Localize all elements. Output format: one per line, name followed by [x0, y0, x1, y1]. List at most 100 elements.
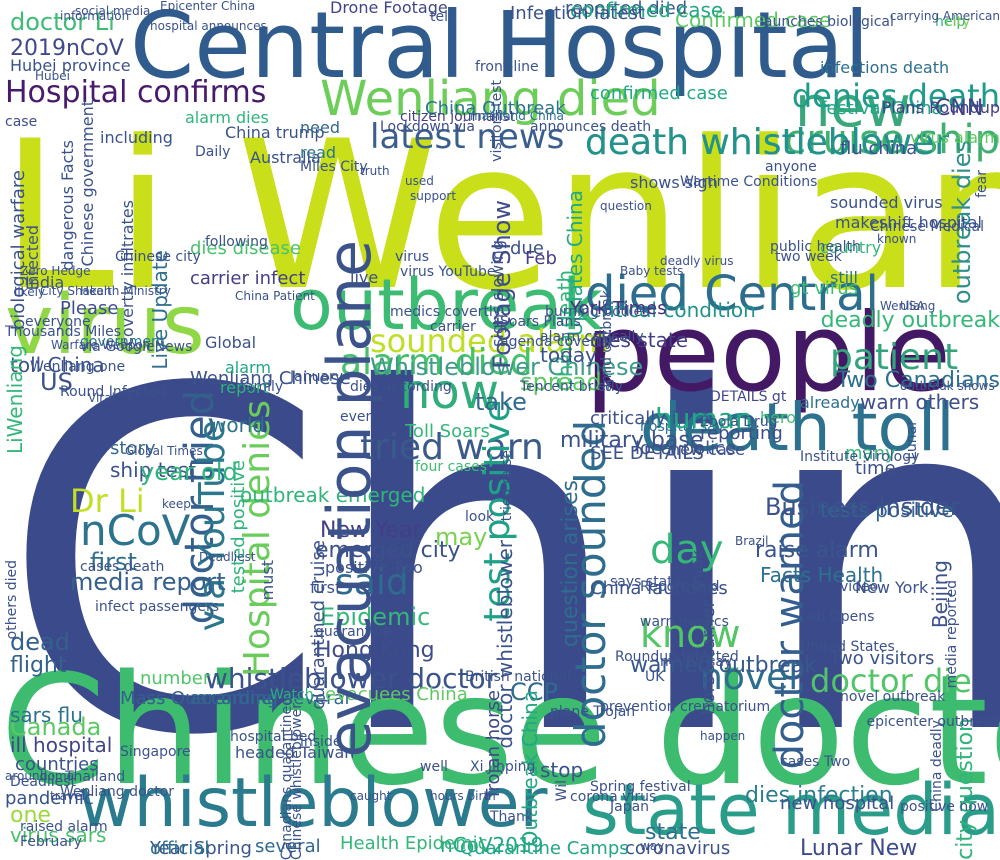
word-following: following: [205, 234, 268, 250]
word-tests-positive: tests positive: [820, 498, 954, 522]
word-whistleblower-doctor: whistleblower doctor: [205, 662, 498, 695]
word-york-times: York Times: [570, 298, 667, 319]
word-japan: Japan: [610, 799, 650, 815]
word-may: may: [435, 523, 488, 551]
word-critical-condition: critical condition: [590, 298, 756, 322]
word-sounded-alarm: sounded alarm: [370, 322, 610, 360]
word-latest-news: latest news: [370, 117, 565, 157]
word-tested-positive: tested positive: [228, 460, 249, 594]
word-known: known: [877, 232, 917, 246]
word-around: around: [5, 769, 48, 783]
word-new-year: New Year: [320, 518, 422, 543]
word-stop: stop: [540, 758, 584, 782]
word-whistleblower: whistleblower: [78, 764, 548, 843]
word-anyone: anyone: [765, 159, 817, 175]
word-inside: inside: [300, 734, 342, 750]
word-others-died: others died: [4, 560, 20, 640]
word-spread: spread: [520, 368, 602, 396]
word-story: story: [110, 438, 156, 459]
word-alarm-critically: alarm critically: [540, 329, 644, 345]
word-evacuees-china: evacuees China: [325, 684, 468, 705]
word-brazil: Brazil: [735, 534, 769, 548]
word-happen: happen: [700, 729, 746, 743]
word-including: including: [100, 128, 173, 147]
word-agenda-covertly: agenda covertly: [500, 334, 614, 350]
word-well: well: [420, 759, 448, 775]
word-many: many: [845, 443, 896, 464]
word-epicenter-outbreak: epicenter outbreak: [866, 714, 1000, 730]
word-sounded-virus: sounded virus: [830, 193, 943, 212]
word-warn-others: warn others: [860, 390, 980, 414]
word-confirmed-case: confirmed case: [590, 83, 728, 104]
word-wenliang-died: Wenliang died: [320, 71, 661, 127]
word-dead: dead: [10, 628, 70, 656]
word-cases-two: cases Two: [780, 754, 851, 770]
word-burning-bodies: burning bodies: [545, 304, 650, 320]
word-take: take: [475, 388, 527, 416]
word-outbreak: outbreak: [290, 264, 603, 346]
word-crematorium: crematorium: [680, 699, 771, 715]
word-uk: UK: [645, 669, 665, 685]
word-round-infected: Round Infected: [60, 384, 166, 400]
word-medics-covertly: medics covertly: [390, 304, 502, 320]
word-thousands-miles: Thousands Miles: [5, 324, 122, 340]
word-deadly-outbreak: deadly outbreak: [820, 308, 1000, 333]
word-shows-sign: shows sign: [630, 173, 718, 192]
word-warned-outbreak: warned outbreak: [630, 653, 817, 678]
word-several: several: [255, 836, 321, 857]
word-information: information: [60, 9, 130, 23]
word-state-media: state media: [582, 769, 1000, 851]
word-used: used: [405, 174, 434, 188]
word-february: February: [20, 834, 83, 850]
word-central-hospital: Central Hospital: [130, 0, 870, 99]
word-new-york: New York: [855, 578, 929, 597]
word-hubei: Hubei: [35, 69, 70, 83]
word-china-outbreak: China Outbreak: [425, 98, 566, 119]
word-reported-died: reported died: [565, 0, 688, 19]
word-announces-death: announces death: [530, 119, 652, 135]
word-zero-hedge: Zero Hedge: [20, 264, 91, 278]
word-positive-now: positive now: [900, 799, 989, 815]
word-died-central: died Central: [585, 266, 879, 322]
word-infections-death: infections death: [820, 58, 950, 77]
word-festival-china: festival China: [820, 98, 943, 119]
word-question: question: [600, 199, 652, 213]
word-epicenter-china: Epicenter China: [160, 0, 256, 13]
word-quarantine: quarantine: [315, 624, 392, 640]
word-media-say: media say: [660, 654, 733, 670]
word-likely: likely: [14, 285, 46, 299]
word-deadly-virus: deadly virus: [660, 254, 734, 268]
word-wenliang: Wenliang: [880, 299, 936, 313]
word-visitors-test: visitors test: [489, 80, 505, 162]
word-us: US: [40, 368, 73, 396]
word-mass-quarantine: Mass Quarantine: [120, 688, 273, 709]
word-spring-festival: Spring festival: [590, 779, 691, 795]
word-official: official: [150, 838, 210, 859]
word-tell: tell: [430, 9, 452, 25]
word-infect-passengers: infect passengers: [95, 599, 220, 615]
word-tried-warn: tried warn: [360, 427, 544, 468]
word-first: first: [90, 548, 137, 576]
word-hero: hero: [760, 408, 796, 427]
word-liwenliang: LiWenliang: [3, 345, 27, 455]
word-prevention: prevention: [600, 699, 676, 715]
word-ill-hospital: ill hospital: [10, 733, 113, 757]
word-outbreak-emerged: outbreak emerged: [240, 483, 426, 507]
word-alarm-dies: alarm dies: [185, 108, 269, 127]
word-january: January: [290, 369, 344, 385]
word-launches-biological: launches biological: [760, 14, 894, 30]
word-thailand: Thailand: [65, 769, 126, 785]
word-know: know: [640, 612, 741, 656]
word-doctor-whistleblower: doctor whistleblower: [493, 540, 517, 749]
word-keep: keep: [162, 497, 191, 511]
word-state: state: [645, 820, 701, 845]
word-doctor-die: doctor die: [810, 662, 972, 700]
word-corona-virus: corona virus: [570, 789, 657, 805]
word-way: way: [640, 839, 665, 853]
word-due: due: [510, 238, 544, 259]
word-human: human: [655, 402, 753, 435]
word-singapore: Singapore: [120, 744, 191, 760]
word-ncov2019: nCoV2019: [440, 833, 544, 857]
word-confirmed-case: confirmed case: [570, 0, 724, 22]
